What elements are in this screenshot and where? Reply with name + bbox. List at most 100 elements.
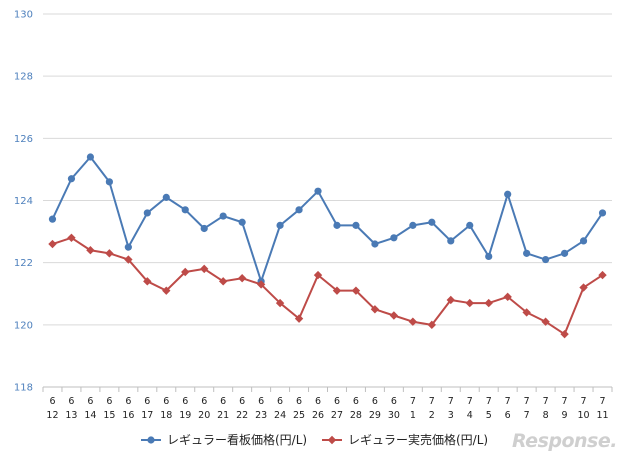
- data-point: [598, 209, 607, 217]
- x-tick-label-day: 12: [46, 410, 58, 421]
- x-tick-label-day: 25: [293, 410, 305, 421]
- x-tick-label-day: 14: [84, 410, 96, 421]
- legend-circle-marker: [147, 436, 155, 444]
- legend-entry: レギュラー実売価格(円/L): [322, 432, 488, 447]
- x-tick-label-month: 7: [448, 396, 454, 407]
- x-tick-label-day: 26: [312, 410, 324, 421]
- data-point: [389, 311, 399, 320]
- x-tick-label-day: 13: [65, 410, 77, 421]
- x-tick-label-month: 6: [239, 396, 245, 407]
- x-tick-label-month: 6: [125, 396, 131, 407]
- data-point: [181, 206, 189, 214]
- legend: レギュラー看板価格(円/L) レギュラー実売価格(円/L): [141, 432, 488, 447]
- x-tick-label-day: 7: [524, 410, 530, 421]
- data-point: [485, 252, 493, 261]
- x-tick-label-month: 6: [353, 396, 359, 407]
- x-tick-label-day: 22: [236, 410, 248, 421]
- x-tick-label-day: 15: [103, 410, 115, 421]
- x-tick-label-month: 7: [599, 396, 605, 407]
- x-tick-label-month: 7: [562, 396, 568, 407]
- x-axis-tick-labels: 6126136146156166176186196206216226236246…: [46, 396, 608, 421]
- data-point: [466, 221, 474, 229]
- data-point: [295, 206, 303, 214]
- y-tick-label: 118: [14, 383, 33, 394]
- data-point: [333, 221, 341, 229]
- data-point: [427, 320, 437, 330]
- data-point: [370, 305, 380, 314]
- series-actual-price: [48, 233, 607, 339]
- data-point: [67, 233, 76, 242]
- data-point: [124, 243, 132, 251]
- data-point: [504, 190, 512, 198]
- data-point: [181, 267, 190, 277]
- x-tick-label-day: 23: [255, 410, 267, 421]
- data-point: [105, 178, 113, 186]
- x-tick-label-day: 24: [274, 410, 286, 421]
- data-point: [465, 298, 474, 308]
- x-tick-label-month: 6: [106, 396, 112, 407]
- data-point: [143, 209, 151, 217]
- y-tick-label: 128: [14, 72, 33, 83]
- data-point: [200, 264, 209, 274]
- x-tick-label-month: 6: [201, 396, 207, 407]
- x-tick-label-month: 7: [429, 396, 435, 407]
- data-point: [390, 234, 398, 242]
- data-point: [67, 175, 76, 183]
- x-tick-label-month: 6: [182, 396, 188, 407]
- data-point: [408, 317, 418, 326]
- x-tick-label-day: 30: [388, 410, 400, 421]
- data-point: [143, 277, 152, 286]
- data-point: [523, 249, 531, 257]
- legend-label: レギュラー実売価格(円/L): [348, 432, 488, 447]
- data-point: [560, 329, 569, 339]
- x-tick-label-day: 29: [369, 410, 381, 421]
- series-line: [52, 236, 604, 336]
- x-tick-label-day: 19: [179, 410, 191, 421]
- data-point: [200, 224, 208, 233]
- data-point: [86, 153, 95, 161]
- legend-diamond-marker: [327, 435, 337, 445]
- x-tick-label-month: 6: [372, 396, 378, 407]
- x-tick-label-month: 6: [296, 396, 302, 407]
- data-point: [446, 295, 455, 305]
- data-point: [162, 286, 171, 295]
- y-tick-label: 120: [14, 320, 33, 331]
- x-tick-label-day: 17: [141, 410, 153, 421]
- data-point: [48, 239, 57, 249]
- y-tick-label: 130: [14, 10, 33, 21]
- x-tick-label-day: 28: [350, 410, 362, 421]
- x-tick-label-day: 8: [543, 410, 549, 421]
- data-point: [162, 193, 170, 201]
- data-point: [560, 249, 569, 257]
- data-point: [218, 277, 228, 286]
- data-point: [447, 237, 455, 245]
- y-tick-label: 126: [14, 134, 33, 145]
- data-point: [332, 286, 342, 295]
- data-point: [503, 292, 512, 302]
- data-point: [314, 187, 322, 195]
- data-point: [275, 298, 285, 308]
- x-tick-label-month: 6: [163, 396, 169, 407]
- data-point: [276, 221, 284, 229]
- x-tick-label-day: 27: [331, 410, 343, 421]
- x-tick-label-day: 4: [467, 410, 473, 421]
- data-point: [294, 314, 304, 323]
- x-axis: [42, 386, 613, 392]
- x-tick-label-month: 6: [258, 396, 264, 407]
- x-tick-label-month: 7: [486, 396, 492, 407]
- response-watermark-logo: Response.: [512, 430, 617, 452]
- series-lines: [48, 153, 607, 339]
- data-point: [598, 270, 607, 280]
- data-point: [86, 246, 95, 255]
- x-tick-label-month: 6: [144, 396, 150, 407]
- data-point: [105, 249, 114, 258]
- x-tick-label-day: 2: [429, 410, 435, 421]
- x-tick-label-month: 6: [87, 396, 93, 407]
- x-tick-label-month: 7: [581, 396, 587, 407]
- data-point: [351, 286, 361, 295]
- y-axis-tick-labels: 118 120 122 124 126 128 130: [14, 10, 33, 394]
- x-tick-label-day: 10: [578, 410, 590, 421]
- x-tick-label-day: 18: [160, 410, 172, 421]
- x-tick-label-day: 20: [198, 410, 210, 421]
